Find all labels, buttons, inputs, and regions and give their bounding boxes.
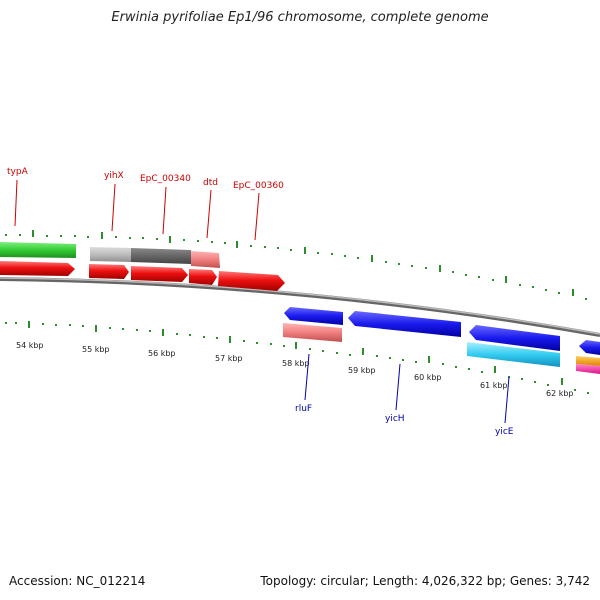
scale-label-59kbp: 59 kbp: [348, 366, 376, 375]
gene-label-yicH: yicH: [385, 414, 405, 424]
gene-EpC_00360-arrow[interactable]: [218, 271, 285, 291]
gene-label-rluF: rluF: [295, 404, 312, 414]
leader-dtd: [206, 189, 212, 239]
scale-label-55kbp: 55 kbp: [82, 345, 110, 354]
gene-label-typA: typA: [7, 167, 29, 177]
gene-label-EpC_00360: EpC_00360: [233, 181, 284, 191]
gene-yicE-cog-arrow[interactable]: [467, 342, 560, 367]
gene-label-dtd: dtd: [203, 178, 218, 188]
gene-yicE-arrow[interactable]: [469, 325, 560, 351]
forward-gene-track: [0, 261, 285, 291]
scale-label-54kbp: 54 kbp: [16, 341, 44, 350]
scale-label-57kbp: 57 kbp: [215, 354, 243, 363]
leader-yihX: [111, 183, 116, 232]
accession-text: Accession: NC_012214: [9, 574, 146, 588]
leader-yicE: [504, 376, 510, 424]
gene-rluF-cog-arrow[interactable]: [283, 323, 342, 342]
reverse-gene-track: [284, 307, 600, 355]
scale-label-60kbp: 60 kbp: [414, 373, 442, 382]
leader-rluF: [304, 353, 310, 401]
gene-label-yihX: yihX: [104, 171, 124, 181]
gene-label-EpC_00340: EpC_00340: [140, 174, 191, 184]
gene-EpC_00340-cog-arrow[interactable]: [131, 248, 191, 264]
gene-yihX-cog-arrow[interactable]: [90, 247, 131, 262]
upper-tick-track: [5, 230, 587, 300]
genome-backbone: [0, 277, 600, 337]
scale-label-62kbp: 62 kbp: [546, 389, 574, 398]
leader-EpC_00360: [254, 192, 260, 241]
gene-next-reverse-arrow[interactable]: [579, 340, 600, 355]
gene-rluF-arrow[interactable]: [284, 307, 343, 325]
lower-tick-track: [5, 321, 589, 394]
forward-cog-track: [0, 242, 220, 268]
gene-next-cog-arrow-magenta[interactable]: [576, 364, 600, 374]
gene-dtd-cog-arrow[interactable]: [191, 251, 220, 268]
scale-label-56kbp: 56 kbp: [148, 349, 176, 358]
gene-dtd-arrow[interactable]: [189, 269, 217, 285]
gene-typA-cog-arrow[interactable]: [0, 242, 76, 258]
map-title: Erwinia pyrifoliae Ep1/96 chromosome, co…: [111, 10, 489, 25]
gene-typA-arrow[interactable]: [0, 261, 75, 276]
gene-next-cog-arrow-orange[interactable]: [576, 356, 600, 366]
leader-EpC_00340: [162, 186, 167, 235]
genome-summary-text: Topology: circular; Length: 4,026,322 bp…: [260, 574, 590, 588]
scale-label-58kbp: 58 kbp: [282, 359, 310, 368]
leader-yicH: [395, 363, 401, 411]
gene-label-yicE: yicE: [495, 427, 514, 437]
scale-label-61kbp: 61 kbp: [480, 381, 508, 390]
genome-backbone-highlight: [0, 277, 600, 335]
reverse-cog-track: [283, 323, 600, 374]
gene-EpC_00340-arrow[interactable]: [131, 266, 188, 282]
gene-yihX-arrow[interactable]: [89, 264, 129, 279]
leader-typA: [14, 179, 18, 227]
gene-yicH-arrow[interactable]: [348, 311, 461, 337]
